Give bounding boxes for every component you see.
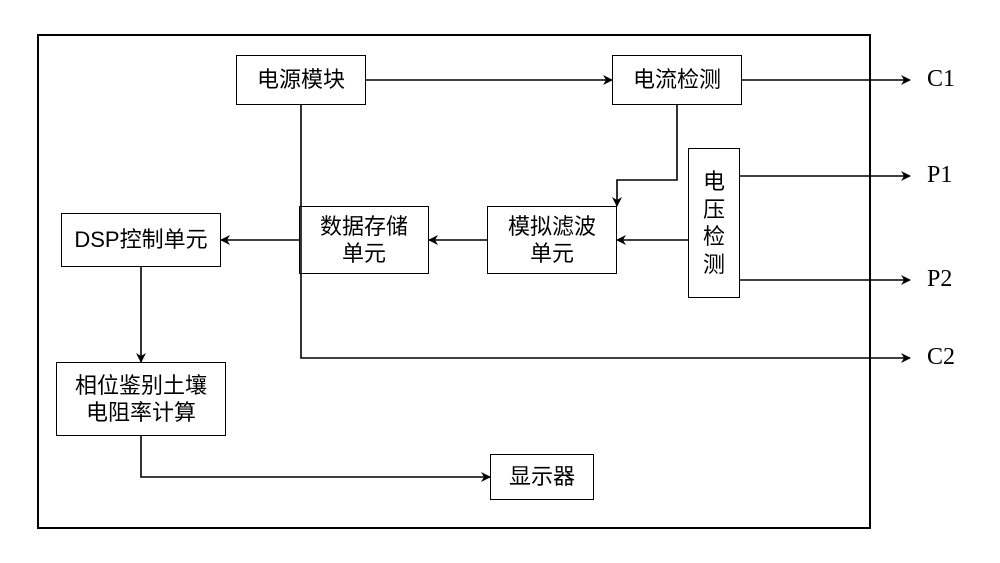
box-filter-label: 模拟滤波 单元 bbox=[508, 213, 596, 268]
box-phase: 相位鉴别土壤 电阻率计算 bbox=[56, 362, 226, 436]
box-phase-label: 相位鉴别土壤 电阻率计算 bbox=[75, 372, 207, 427]
box-current-label: 电流检测 bbox=[633, 66, 721, 94]
box-dsp: DSP控制单元 bbox=[61, 213, 221, 267]
box-display-label: 显示器 bbox=[509, 463, 575, 491]
box-power: 电源模块 bbox=[236, 55, 366, 105]
box-voltage: 电 压 检 测 bbox=[688, 148, 740, 298]
output-C1: C1 bbox=[927, 66, 955, 93]
output-C2: C2 bbox=[927, 344, 955, 371]
output-P1: P1 bbox=[927, 162, 952, 189]
box-current: 电流检测 bbox=[612, 55, 742, 105]
box-storage-label: 数据存储 单元 bbox=[320, 213, 408, 268]
box-display: 显示器 bbox=[490, 454, 594, 500]
output-P2: P2 bbox=[927, 266, 952, 293]
box-filter: 模拟滤波 单元 bbox=[487, 206, 617, 274]
box-power-label: 电源模块 bbox=[257, 66, 345, 94]
box-voltage-label: 电 压 检 测 bbox=[703, 168, 725, 278]
outer-frame bbox=[37, 34, 871, 529]
box-dsp-label: DSP控制单元 bbox=[74, 226, 207, 254]
box-storage: 数据存储 单元 bbox=[299, 206, 429, 274]
